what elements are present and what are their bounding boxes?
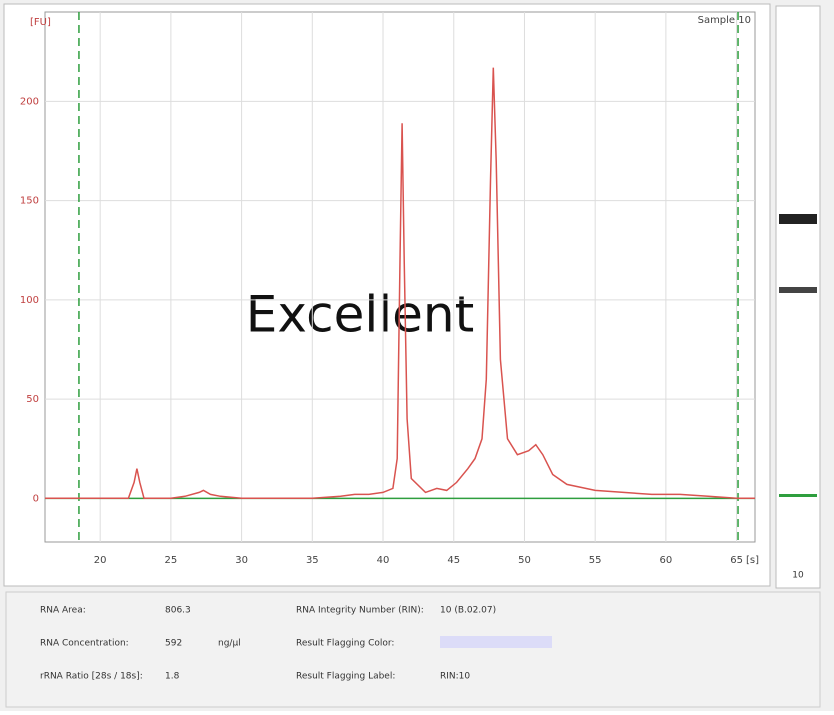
gel-marker-band <box>779 494 817 497</box>
flag-color-swatch <box>440 636 552 648</box>
x-tick-label: 55 <box>589 555 602 566</box>
y-tick-label: 0 <box>33 493 39 504</box>
x-tick-label: 25 <box>165 555 178 566</box>
y-tick-label: 50 <box>26 394 39 405</box>
gel-band <box>779 214 817 224</box>
x-tick-label: 30 <box>235 555 248 566</box>
info-text: Result Flagging Color: <box>296 639 394 649</box>
info-text: RNA Integrity Number (RIN): <box>296 606 424 616</box>
x-tick-label: 45 <box>447 555 460 566</box>
info-text: 806.3 <box>165 606 191 616</box>
gel-band <box>779 287 817 293</box>
info-text: 592 <box>165 639 182 649</box>
info-text: RNA Area: <box>40 606 86 616</box>
x-tick-label: 60 <box>660 555 673 566</box>
lane-label: 10 <box>792 571 804 581</box>
info-text: RIN:10 <box>440 672 470 682</box>
gel-lane <box>775 5 821 589</box>
trace <box>45 67 755 500</box>
x-tick-label: 35 <box>306 555 319 566</box>
x-axis-label: [s] <box>746 555 759 566</box>
x-tick-label: 65 <box>730 555 743 566</box>
info-text: ng/µl <box>218 639 241 649</box>
info-text: 10 (B.02.07) <box>440 606 496 616</box>
info-text: rRNA Ratio [28s / 18s]: <box>40 672 143 682</box>
info-text: 1.8 <box>165 672 180 682</box>
info-text: RNA Concentration: <box>40 639 129 649</box>
y-axis-label: [FU] <box>30 17 51 28</box>
x-tick-label: 50 <box>518 555 531 566</box>
y-tick-label: 150 <box>20 196 39 207</box>
y-tick-label: 200 <box>20 96 39 107</box>
sample-label: Sample 10 <box>698 15 751 26</box>
info-panel <box>5 591 821 708</box>
x-tick-label: 20 <box>94 555 107 566</box>
y-tick-label: 100 <box>20 295 39 306</box>
x-tick-label: 40 <box>377 555 390 566</box>
info-text: Result Flagging Label: <box>296 672 395 682</box>
annotation: Excellent <box>246 286 474 344</box>
